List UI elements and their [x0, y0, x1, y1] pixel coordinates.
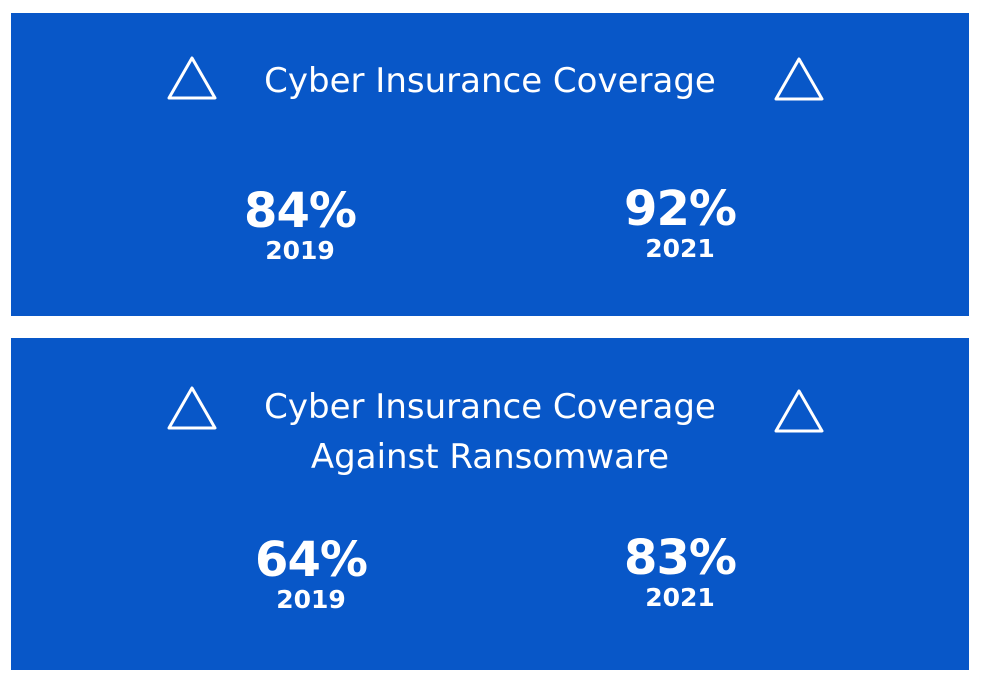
triangle-icon	[773, 388, 825, 434]
panel-title: Cyber Insurance Coverage	[11, 56, 969, 106]
stat-value: 92%	[624, 181, 737, 237]
coverage-panel: Cyber Insurance Coverage 84% 2019 92% 20…	[11, 13, 969, 316]
panel-title-line: Cyber Insurance Coverage	[264, 387, 716, 427]
ransomware-coverage-panel: Cyber Insurance Coverage Against Ransomw…	[11, 338, 969, 670]
stat-year: 2021	[645, 583, 715, 612]
panel-title-line: Against Ransomware	[310, 437, 670, 477]
panel-title: Cyber Insurance Coverage Against Ransomw…	[11, 382, 969, 482]
stat-value: 84%	[244, 183, 357, 239]
triangle-icon	[166, 385, 218, 431]
stat-value: 83%	[624, 530, 737, 586]
stat-2019: 84% 2019	[180, 185, 420, 265]
stat-year: 2019	[265, 236, 335, 265]
stat-2021: 83% 2021	[560, 532, 800, 612]
triangle-icon	[166, 55, 218, 101]
triangle-icon	[773, 56, 825, 102]
stat-year: 2019	[276, 585, 346, 614]
stat-2019: 64% 2019	[191, 534, 431, 614]
panel-title-line: Cyber Insurance Coverage	[264, 61, 716, 101]
stat-year: 2021	[645, 234, 715, 263]
stat-value: 64%	[255, 532, 368, 588]
stat-2021: 92% 2021	[560, 183, 800, 263]
